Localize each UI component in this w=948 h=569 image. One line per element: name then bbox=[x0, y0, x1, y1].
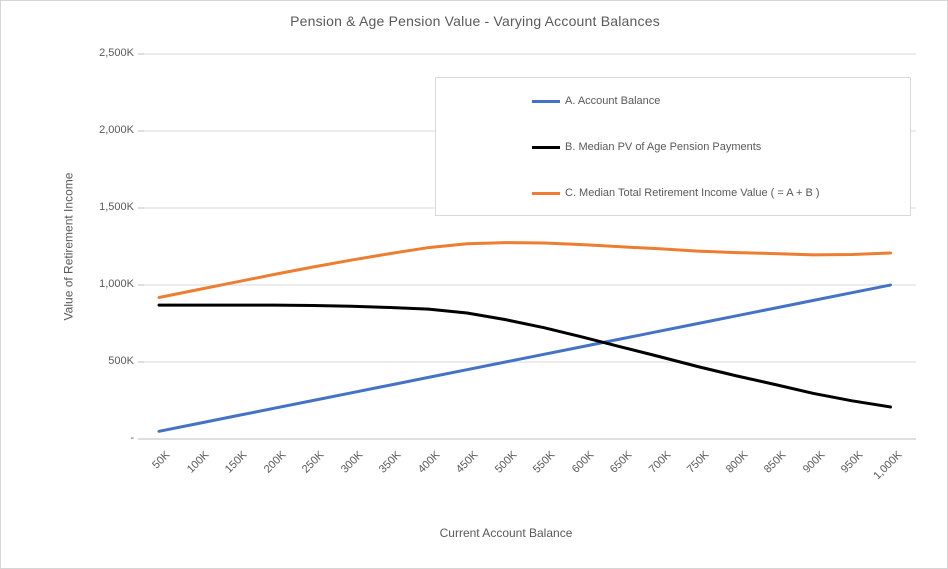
y-tick-label: - bbox=[130, 432, 134, 444]
legend-item-account_balance: A. Account Balance bbox=[532, 93, 910, 109]
legend-label: C. Median Total Retirement Income Value … bbox=[565, 187, 820, 199]
legend-item-total_income: C. Median Total Retirement Income Value … bbox=[532, 185, 910, 201]
y-tick-label: 1,500K bbox=[99, 201, 134, 213]
chart-title: Pension & Age Pension Value - Varying Ac… bbox=[290, 13, 660, 29]
y-tick-label: 500K bbox=[108, 355, 134, 367]
x-axis-title: Current Account Balance bbox=[439, 526, 573, 540]
legend-item-age_pension_pv: B. Median PV of Age Pension Payments bbox=[532, 139, 910, 155]
series-line-age_pension_pv bbox=[157, 303, 892, 409]
y-tick-label: 2,500K bbox=[99, 47, 134, 59]
series-line-account_balance bbox=[157, 283, 892, 433]
legend: A. Account Balance B. Median PV of Age Pe… bbox=[435, 77, 911, 216]
legend-line-marker bbox=[532, 191, 560, 195]
legend-label: A. Account Balance bbox=[565, 95, 661, 107]
series-line-total_income bbox=[157, 241, 892, 299]
y-tick-label: 2,000K bbox=[99, 124, 134, 136]
legend-line-marker bbox=[532, 145, 560, 149]
y-tick-label: 1,000K bbox=[99, 278, 134, 290]
legend-label: B. Median PV of Age Pension Payments bbox=[565, 141, 762, 153]
legend-line-marker bbox=[532, 99, 560, 103]
